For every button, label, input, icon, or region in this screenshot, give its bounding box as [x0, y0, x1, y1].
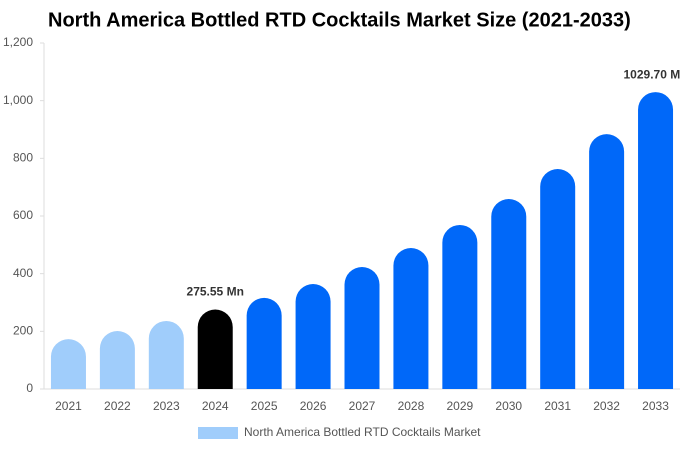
bar: [540, 169, 576, 389]
legend-swatch: [198, 427, 238, 439]
legend-label: North America Bottled RTD Cocktails Mark…: [244, 425, 481, 439]
value-label: 275.55 Mn: [187, 285, 244, 299]
x-tick-label: 2029: [446, 399, 473, 413]
bar: [148, 320, 184, 389]
x-tick-label: 2025: [251, 399, 278, 413]
x-tick-label: 2027: [349, 399, 376, 413]
y-tick-label: 1,200: [3, 35, 33, 49]
bar: [50, 339, 86, 389]
y-tick-label: 600: [13, 208, 33, 222]
chart-title: North America Bottled RTD Cocktails Mark…: [48, 9, 631, 31]
bar: [197, 309, 233, 389]
x-tick-label: 2023: [153, 399, 180, 413]
x-tick-label: 2031: [544, 399, 571, 413]
bar: [638, 92, 674, 390]
y-tick-label: 0: [26, 381, 33, 395]
x-tick-label: 2024: [202, 399, 229, 413]
x-tick-label: 2030: [495, 399, 522, 413]
x-tick-label: 2028: [398, 399, 425, 413]
y-tick-label: 200: [13, 324, 33, 338]
x-tick-label: 2032: [593, 399, 620, 413]
value-label: 1029.70 Mn: [624, 67, 680, 81]
y-tick-label: 800: [13, 151, 33, 165]
x-tick-label: 2033: [642, 399, 669, 413]
x-tick-label: 2021: [55, 399, 82, 413]
bar: [442, 224, 478, 389]
bar: [295, 284, 331, 389]
y-tick-label: 400: [13, 266, 33, 280]
bar: [246, 297, 282, 389]
y-tick-label: 1,000: [3, 93, 33, 107]
x-tick-label: 2026: [300, 399, 327, 413]
bar: [393, 248, 429, 389]
bar: [99, 331, 135, 389]
bar: [589, 134, 625, 389]
x-tick-label: 2022: [104, 399, 131, 413]
bar: [344, 267, 380, 389]
bar: [491, 198, 527, 389]
